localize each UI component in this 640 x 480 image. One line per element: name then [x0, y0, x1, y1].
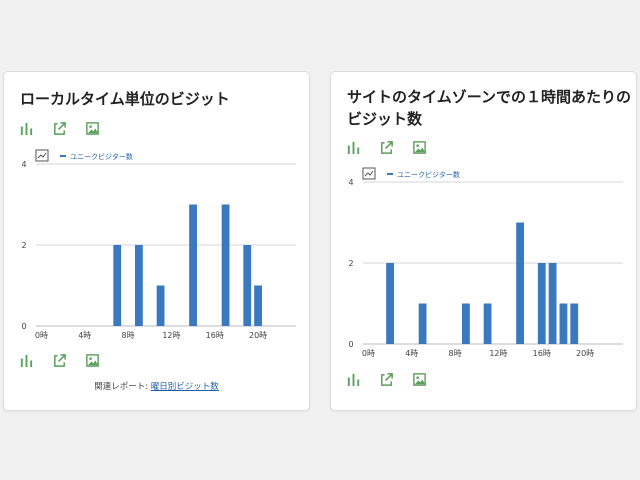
image-icon[interactable] — [411, 371, 427, 387]
bar — [537, 263, 546, 344]
y-tick-label: 4 — [21, 160, 26, 169]
bar-chart-site: ユニークビジター数 0 2 4 0時 4時 8時 12時 16時 20時 — [348, 167, 623, 358]
bar — [156, 285, 165, 326]
image-icon[interactable] — [411, 139, 427, 155]
bar-chart-icon[interactable] — [345, 371, 361, 387]
y-tick-label: 0 — [348, 340, 353, 349]
image-icon[interactable] — [84, 120, 100, 136]
x-tick-label: 20時 — [249, 331, 267, 340]
related-report: 関連レポート: 曜日別ビジット数 — [4, 380, 309, 392]
bar — [135, 245, 143, 326]
legend-label: ユニークビジター数 — [70, 152, 133, 161]
bar — [386, 263, 394, 344]
related-report-link[interactable]: 曜日別ビジット数 — [150, 382, 219, 392]
bar — [462, 303, 470, 344]
x-tick-label: 12時 — [489, 349, 507, 358]
export-icon[interactable] — [51, 352, 67, 368]
x-tick-label: 12時 — [162, 331, 180, 340]
x-tick-label: 0時 — [362, 349, 375, 358]
widget-title: サイトのタイムゾーンでの１時間あたりの ビジット数 — [347, 86, 631, 130]
chart-toggle-icon[interactable] — [362, 167, 376, 180]
bar-chart-local: ユニークビジター数 0 2 4 0時 4時 8時 12時 16時 20時 — [21, 149, 296, 340]
widget-local-time-visits: ローカルタイム単位のビジット ユニークビジター数 0 2 4 0時 4時 8時 12時 16時 2… — [3, 71, 310, 411]
y-tick-label: 0 — [21, 322, 26, 331]
widget-title-line2: ビジット数 — [347, 110, 423, 128]
bar — [548, 263, 557, 344]
export-icon[interactable] — [51, 120, 67, 136]
widget-toolbar-bottom — [345, 371, 427, 387]
bar — [516, 222, 524, 344]
widget-title-line1: サイトのタイムゾーンでの１時間あたりの — [347, 88, 631, 106]
bar-chart-icon[interactable] — [345, 139, 361, 155]
bar-chart-icon[interactable] — [18, 352, 34, 368]
bar — [221, 204, 230, 326]
widget-toolbar-top — [18, 120, 100, 136]
export-icon[interactable] — [378, 139, 394, 155]
widget-title: ローカルタイム単位のビジット — [20, 90, 230, 108]
x-tick-label: 8時 — [449, 349, 462, 358]
y-tick-label: 4 — [348, 178, 353, 187]
bar — [254, 285, 262, 326]
x-tick-label: 4時 — [405, 349, 418, 358]
bar — [418, 303, 427, 344]
x-tick-label: 16時 — [206, 331, 224, 340]
bar — [483, 303, 492, 344]
bar-chart-icon[interactable] — [18, 120, 34, 136]
export-icon[interactable] — [378, 371, 394, 387]
x-tick-label: 8時 — [122, 331, 135, 340]
legend-label: ユニークビジター数 — [397, 170, 460, 179]
related-report-label: 関連レポート: — [94, 382, 149, 392]
widget-toolbar-top — [345, 139, 427, 155]
x-tick-label: 4時 — [78, 331, 91, 340]
image-icon[interactable] — [84, 352, 100, 368]
bar — [113, 245, 122, 326]
chart-toggle-icon[interactable] — [35, 149, 49, 162]
widget-site-timezone-visits: サイトのタイムゾーンでの１時間あたりの ビジット数 ユニークビジター数 0 2 4 0時… — [330, 71, 637, 411]
x-tick-label: 20時 — [576, 349, 594, 358]
bar — [243, 245, 252, 326]
widget-toolbar-bottom — [18, 352, 100, 368]
x-tick-label: 16時 — [533, 349, 551, 358]
bar — [559, 303, 568, 344]
bar — [189, 204, 197, 326]
bar — [570, 303, 579, 344]
x-tick-label: 0時 — [35, 331, 48, 340]
y-tick-label: 2 — [348, 259, 353, 268]
y-tick-label: 2 — [21, 241, 26, 250]
